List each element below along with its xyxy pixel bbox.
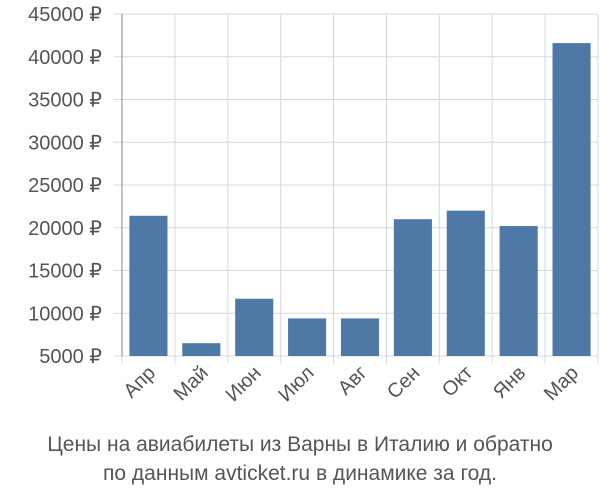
bar: [446, 210, 485, 356]
bar: [393, 219, 432, 356]
y-tick-label: 25000 ₽: [28, 175, 102, 197]
bar: [340, 318, 380, 356]
y-tick-label: 10000 ₽: [28, 303, 102, 325]
y-tick-label: 30000 ₽: [28, 132, 102, 154]
y-tick-label: 35000 ₽: [28, 90, 102, 112]
x-tick-label: Окт: [438, 362, 477, 401]
y-tick-label: 20000 ₽: [28, 218, 102, 240]
x-tick-label: Янв: [489, 362, 530, 403]
caption-line-1: Цены на авиабилеты из Варны в Италию и о…: [47, 433, 553, 456]
bar: [235, 298, 274, 356]
x-tick-label: Июн: [222, 362, 266, 406]
bar: [552, 43, 591, 356]
x-tick-label: Май: [170, 362, 213, 405]
caption-line-2: по данным avticket.ru в динамике за год.: [103, 462, 497, 485]
y-axis: 5000 ₽ 10000 ₽ 15000 ₽ 20000 ₽ 25000 ₽ 30000 …: [28, 4, 123, 368]
y-tick-label: 40000 ₽: [28, 47, 102, 69]
y-tick-label: 5000 ₽: [39, 346, 102, 368]
chart-caption: Цены на авиабилеты из Варны в Италию и о…: [0, 430, 600, 488]
bar: [129, 215, 168, 356]
bar: [182, 343, 221, 356]
price-bar-chart: 5000 ₽ 10000 ₽ 15000 ₽ 20000 ₽ 25000 ₽ 30000 …: [28, 4, 599, 406]
x-tick-label: Авг: [334, 362, 372, 400]
x-axis: Апр Май Июн Июл Авг Сен Окт Янв Мар: [119, 362, 583, 406]
x-tick-label: Мар: [540, 362, 583, 405]
y-tick-label: 45000 ₽: [28, 4, 102, 26]
x-tick-label: Сен: [383, 362, 424, 403]
bar: [288, 318, 327, 356]
bars: [129, 43, 591, 356]
x-tick-label: Апр: [119, 362, 160, 403]
x-tick-label: Июл: [274, 362, 318, 406]
grid-lines: [114, 13, 599, 364]
y-tick-label: 15000 ₽: [28, 261, 102, 283]
bar: [499, 226, 538, 356]
